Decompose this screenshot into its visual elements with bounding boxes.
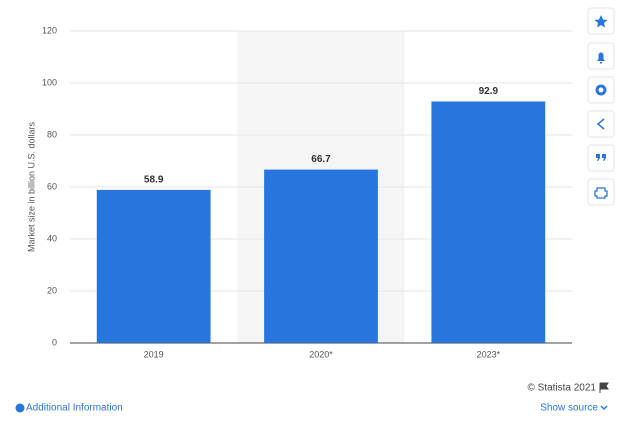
- flag-icon: [599, 382, 609, 393]
- chevron-icon: [600, 405, 608, 411]
- y-tick-label: 20: [47, 285, 57, 295]
- bar: [96, 189, 211, 343]
- show-source-link[interactable]: Show source: [540, 403, 598, 414]
- bell-icon: [597, 52, 605, 64]
- share-icon: [596, 118, 605, 130]
- quote-icon: [596, 154, 606, 161]
- gear-icon: [595, 84, 607, 96]
- star-icon: [594, 15, 608, 28]
- value-label: 58.9: [144, 175, 164, 186]
- value-label: 92.9: [479, 86, 499, 97]
- bar: [264, 169, 378, 343]
- y-tick-label: 120: [42, 25, 57, 35]
- settings-button[interactable]: [587, 76, 615, 104]
- x-tick-label: 2019: [144, 349, 164, 359]
- info-icon: [15, 403, 25, 413]
- y-tick-label: 0: [52, 337, 57, 347]
- y-tick-label: 80: [47, 129, 57, 139]
- y-tick-label: 100: [42, 77, 57, 87]
- y-tick-label: 40: [47, 233, 57, 243]
- printer-icon: [594, 187, 608, 199]
- cite-button[interactable]: [587, 144, 615, 172]
- print-button[interactable]: [587, 178, 615, 206]
- y-axis-label: Market size in billion U.S. dollars: [26, 121, 36, 252]
- plot-area: 0 20 40 60 80 100 120 2019 58.9 2020* 66.7 2023* 92.…: [42, 25, 572, 359]
- value-label: 66.7: [311, 154, 331, 165]
- share-button[interactable]: [587, 110, 615, 138]
- additional-info-link[interactable]: Additional Information: [26, 403, 123, 414]
- copyright: © Statista 2021: [527, 383, 596, 394]
- x-tick-label: 2023*: [477, 349, 501, 359]
- sidebar: [587, 7, 615, 206]
- x-tick-label: 2020*: [309, 349, 333, 359]
- bar: [431, 101, 546, 344]
- y-tick-label: 60: [47, 181, 57, 191]
